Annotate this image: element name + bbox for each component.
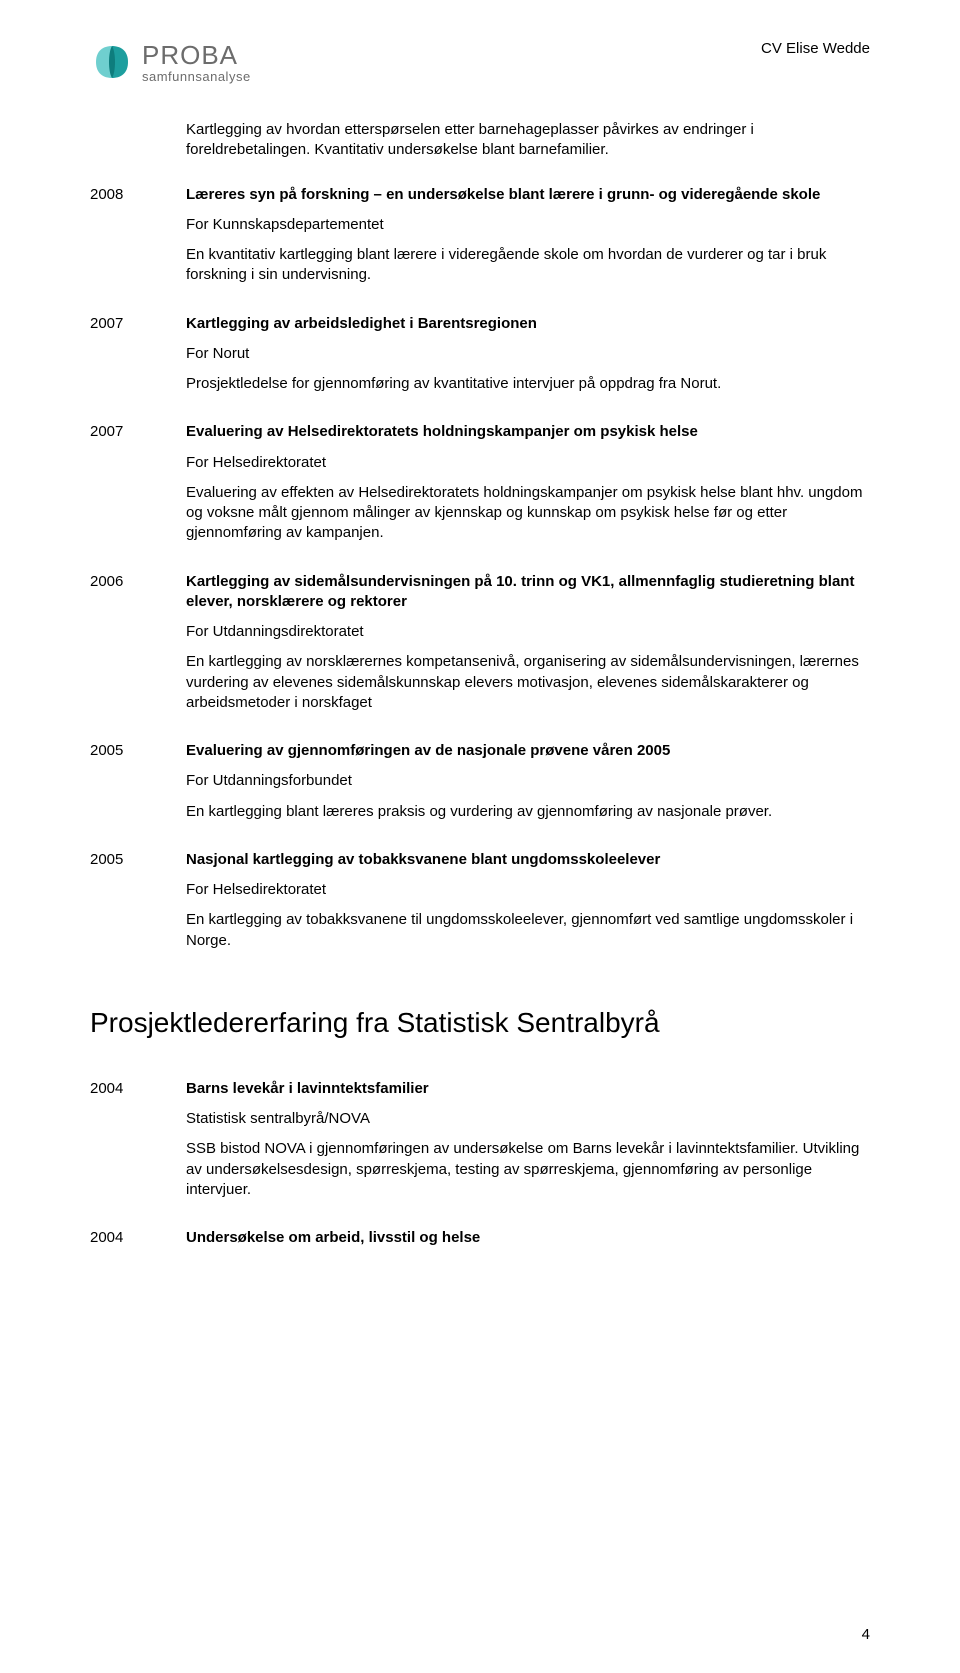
entry-year: 2005 (90, 741, 134, 822)
entry-year: 2006 (90, 572, 134, 714)
proba-logo-icon (90, 40, 134, 84)
entry-title: Evaluering av gjennomføringen av de nasj… (186, 741, 870, 761)
entry-row: 2005 Nasjonal kartlegging av tobakksvanen… (90, 850, 870, 951)
intro-paragraph-row: Kartlegging av hvordan etterspørselen et… (90, 120, 870, 161)
logo: PROBA samfunnsanalyse (90, 40, 251, 84)
entry-year: 2007 (90, 314, 134, 395)
entry-content: Evaluering av Helsedirektoratets holdnin… (186, 422, 870, 543)
entry-client: For Kunnskapsdepartementet (186, 215, 870, 235)
entry-content: Nasjonal kartlegging av tobakksvanene bl… (186, 850, 870, 951)
intro-year-spacer (90, 120, 134, 161)
entry-row: 2004 Barns levekår i lavinntektsfamilier S… (90, 1079, 870, 1200)
entry-content: Kartlegging av sidemålsundervisningen på… (186, 572, 870, 714)
logo-text: PROBA samfunnsanalyse (142, 42, 251, 83)
entry-title: Nasjonal kartlegging av tobakksvanene bl… (186, 850, 870, 870)
entry-row: 2007 Kartlegging av arbeidsledighet i Bar… (90, 314, 870, 395)
entry-title: Barns levekår i lavinntektsfamilier (186, 1079, 870, 1099)
entry-title: Kartlegging av arbeidsledighet i Barents… (186, 314, 870, 334)
section-heading: Prosjektledererfaring fra Statistisk Sen… (90, 1007, 870, 1039)
entry-description: En kartlegging av tobakksvanene til ungd… (186, 910, 870, 951)
logo-main-label: PROBA (142, 42, 251, 68)
entry-year: 2004 (90, 1079, 134, 1200)
entry-row: 2008 Læreres syn på forskning – en unders… (90, 185, 870, 286)
entry-row: 2005 Evaluering av gjennomføringen av de … (90, 741, 870, 822)
intro-paragraph: Kartlegging av hvordan etterspørselen et… (186, 120, 870, 161)
entry-client: For Utdanningsdirektoratet (186, 622, 870, 642)
entry-title: Undersøkelse om arbeid, livsstil og hels… (186, 1228, 870, 1248)
entry-row: 2006 Kartlegging av sidemålsundervisninge… (90, 572, 870, 714)
entry-content: Kartlegging av arbeidsledighet i Barents… (186, 314, 870, 395)
entry-description: Evaluering av effekten av Helsedirektora… (186, 483, 870, 544)
page-header: PROBA samfunnsanalyse CV Elise Wedde (90, 40, 870, 84)
cv-owner-label: CV Elise Wedde (761, 40, 870, 57)
entry-description: SSB bistod NOVA i gjennomføringen av und… (186, 1139, 870, 1200)
entry-content: Undersøkelse om arbeid, livsstil og hels… (186, 1228, 870, 1258)
entry-description: En kartlegging blant læreres praksis og … (186, 802, 870, 822)
entry-description: Prosjektledelse for gjennomføring av kva… (186, 374, 870, 394)
entry-year: 2005 (90, 850, 134, 951)
entry-title: Læreres syn på forskning – en undersøkel… (186, 185, 870, 205)
entry-client: For Utdanningsforbundet (186, 771, 870, 791)
entry-row: 2007 Evaluering av Helsedirektoratets hol… (90, 422, 870, 543)
entry-client: For Norut (186, 344, 870, 364)
entry-year: 2007 (90, 422, 134, 543)
entry-description: En kartlegging av norsklærernes kompetan… (186, 652, 870, 713)
entry-client: For Helsedirektoratet (186, 880, 870, 900)
entry-title: Evaluering av Helsedirektoratets holdnin… (186, 422, 870, 442)
entry-content: Barns levekår i lavinntektsfamilier Stati… (186, 1079, 870, 1200)
entry-description: En kvantitativ kartlegging blant lærere … (186, 245, 870, 286)
logo-sub-label: samfunnsanalyse (142, 70, 251, 83)
entry-content: Læreres syn på forskning – en undersøkel… (186, 185, 870, 286)
page-number: 4 (862, 1626, 870, 1643)
entry-title: Kartlegging av sidemålsundervisningen på… (186, 572, 870, 613)
entry-year: 2004 (90, 1228, 134, 1258)
entry-client: Statistisk sentralbyrå/NOVA (186, 1109, 870, 1129)
entry-content: Evaluering av gjennomføringen av de nasj… (186, 741, 870, 822)
entry-row: 2004 Undersøkelse om arbeid, livsstil og … (90, 1228, 870, 1258)
entry-year: 2008 (90, 185, 134, 286)
entry-client: For Helsedirektoratet (186, 453, 870, 473)
